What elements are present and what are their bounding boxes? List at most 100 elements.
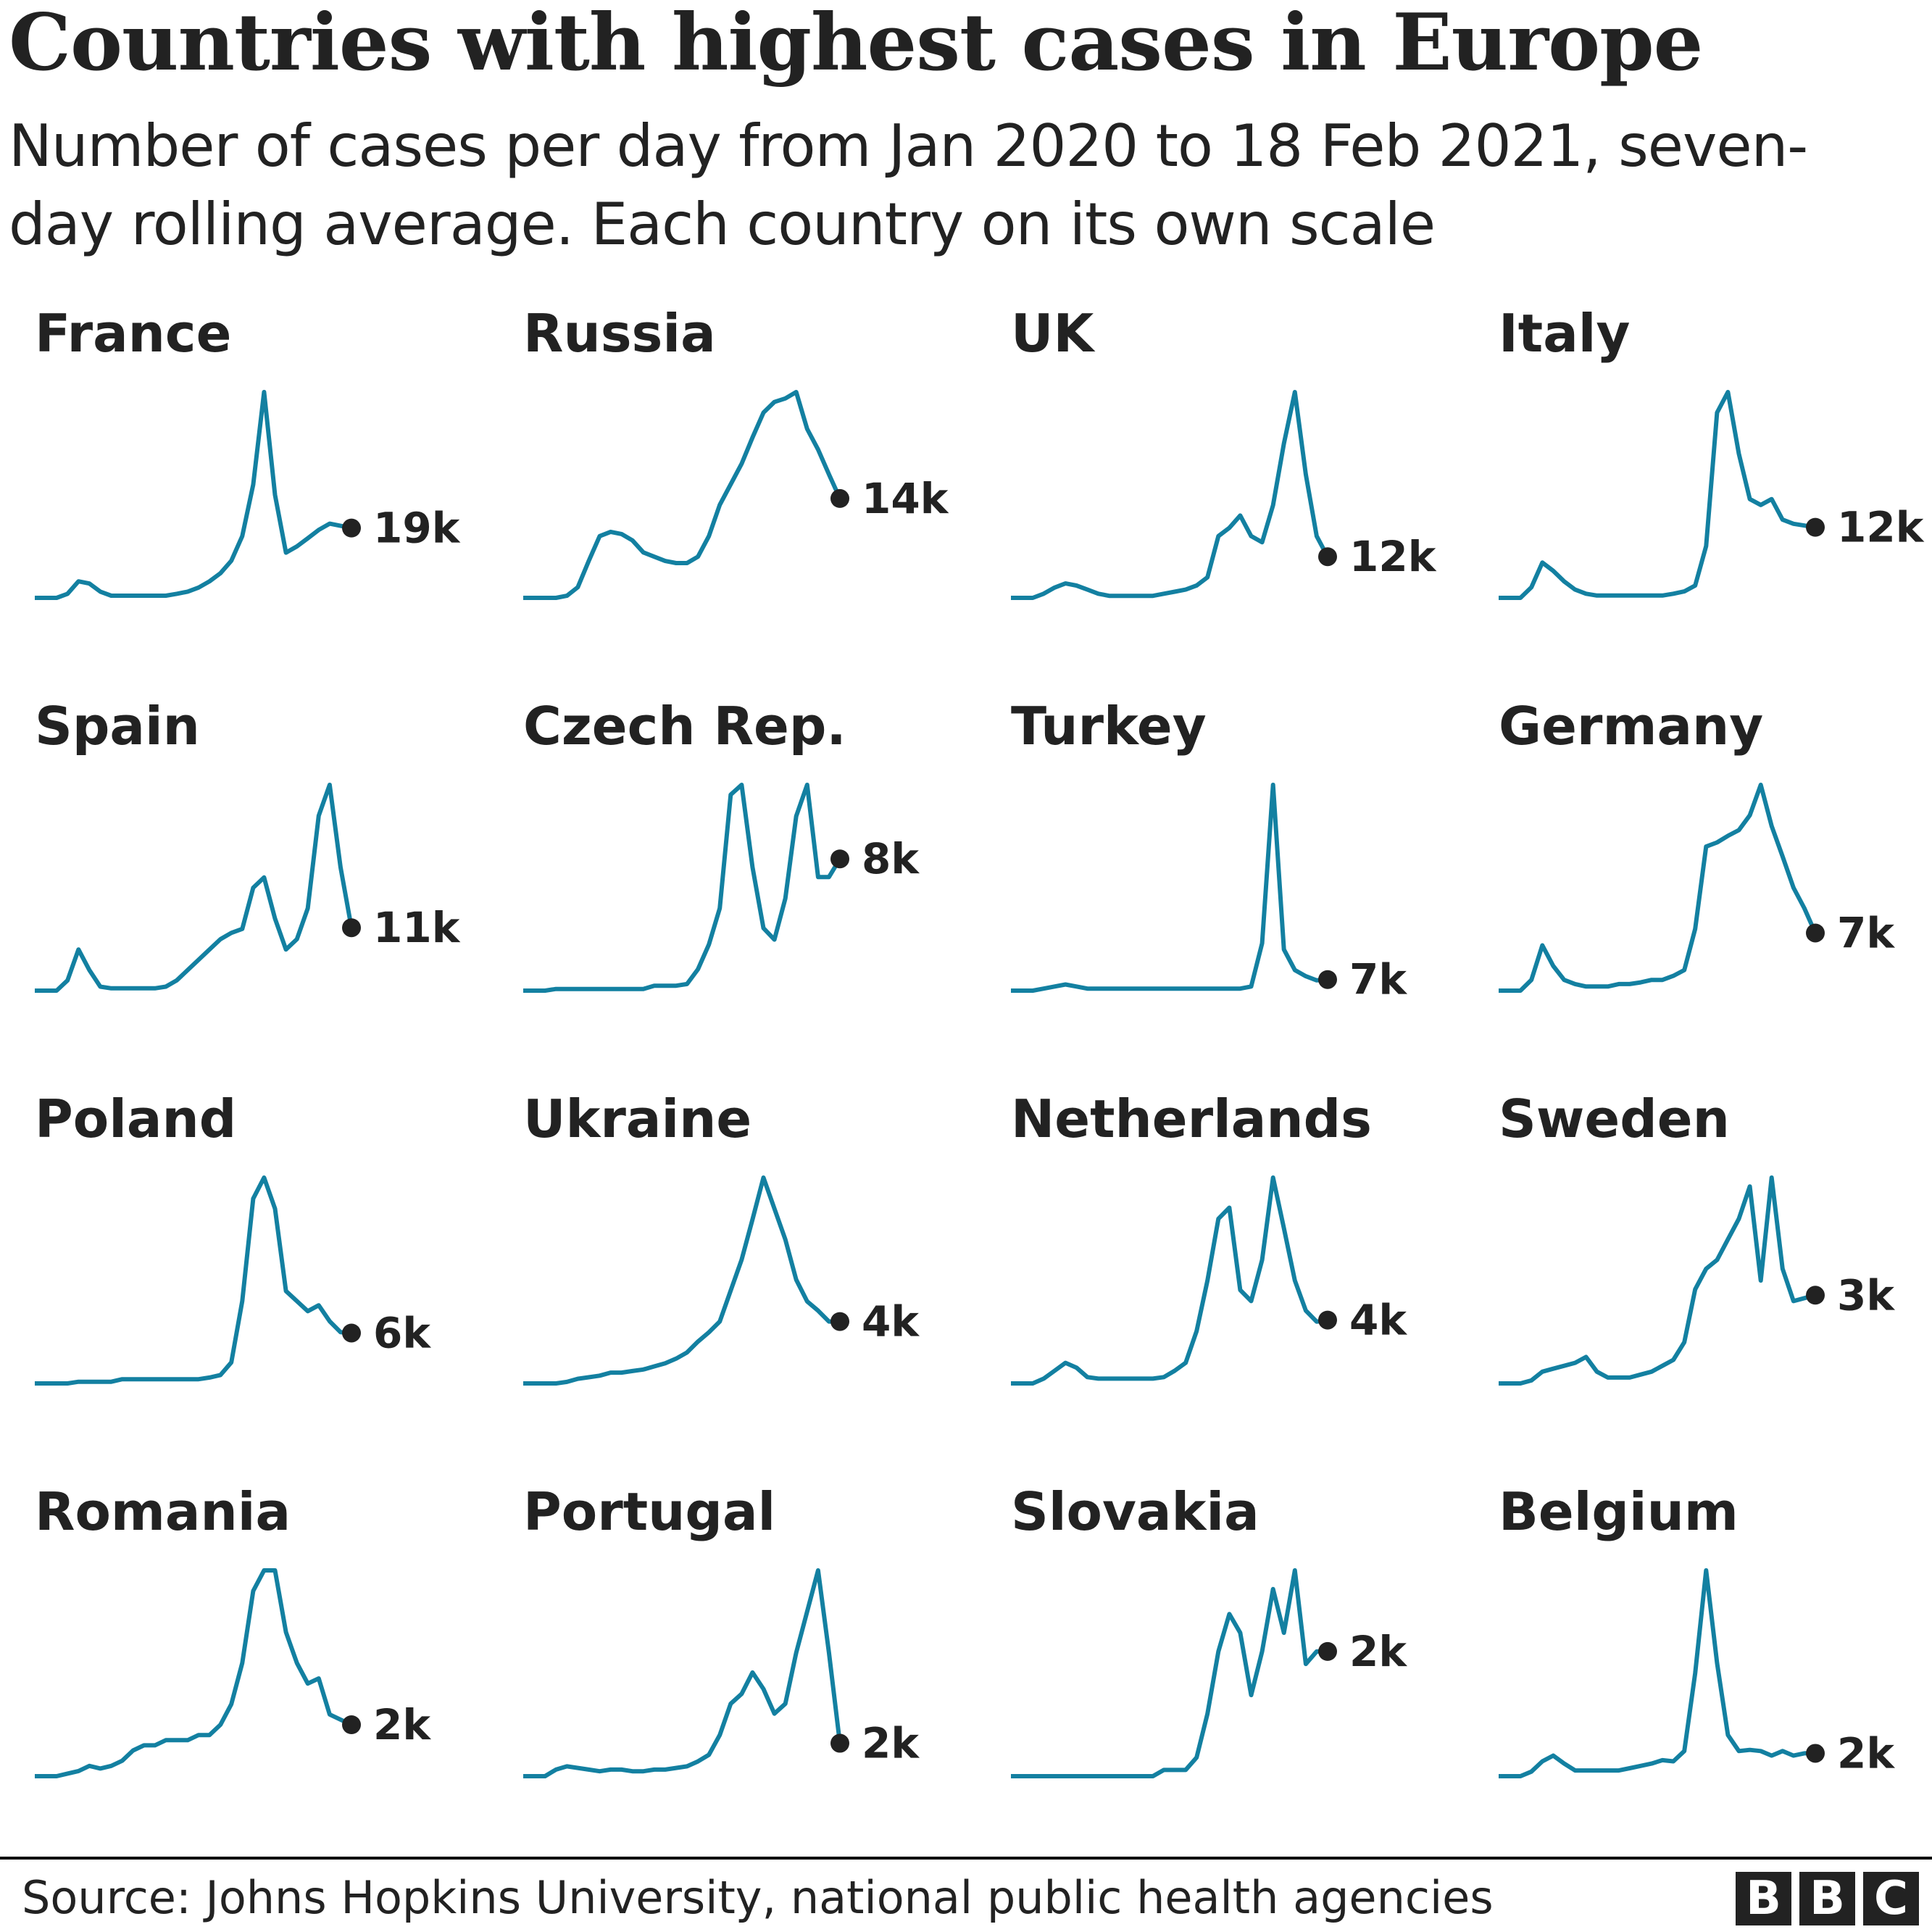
country-label: Portugal — [523, 1481, 776, 1542]
country-panel: UK 12k — [1011, 303, 1489, 694]
sparkline-chart: 6k — [35, 1175, 431, 1386]
country-label: Slovakia — [1011, 1481, 1259, 1542]
series-line — [35, 1175, 352, 1386]
latest-value-label: 6k — [373, 1308, 431, 1357]
country-panel: Czech Rep. 8k — [523, 696, 1002, 1087]
latest-value-dot — [830, 488, 849, 508]
series-line — [1499, 1568, 1815, 1778]
country-panel: Slovakia 2k — [1011, 1481, 1489, 1873]
country-panel: Turkey 7k — [1011, 696, 1489, 1087]
country-label: Spain — [35, 696, 200, 757]
series-line — [35, 1568, 353, 1778]
latest-value-label: 2k — [373, 1700, 431, 1749]
sparkline-chart: 3k — [1499, 1175, 1895, 1386]
latest-value-dot — [830, 849, 849, 869]
latest-value-label: 12k — [1837, 503, 1925, 552]
latest-value-label: 8k — [862, 834, 920, 883]
latest-value-dot — [1806, 517, 1825, 537]
country-panel: France 19k — [35, 303, 513, 694]
latest-value-dot — [830, 1312, 849, 1331]
series-line — [1499, 390, 1816, 600]
latest-value-label: 7k — [1349, 955, 1407, 1004]
sparkline-chart: 2k — [523, 1568, 920, 1778]
logo-letter: B — [1736, 1872, 1791, 1925]
country-panel: Spain 11k — [35, 696, 513, 1087]
latest-value-label: 4k — [862, 1297, 920, 1346]
country-label: France — [35, 303, 232, 364]
chart-subtitle: Number of cases per day from Jan 2020 to… — [9, 112, 1808, 258]
series-line — [1011, 1175, 1328, 1386]
country-label: Ukraine — [523, 1088, 752, 1149]
country-panel: Ukraine 4k — [523, 1088, 1002, 1480]
logo-letter: C — [1863, 1872, 1919, 1925]
latest-value-label: 14k — [862, 474, 949, 523]
latest-value-dot — [1318, 970, 1337, 989]
series-line — [35, 390, 352, 600]
country-label: Czech Rep. — [523, 696, 846, 757]
country-label: Russia — [523, 303, 716, 364]
latest-value-dot — [1318, 1641, 1337, 1661]
sparkline-chart: 12k — [1499, 390, 1925, 600]
series-line — [35, 783, 354, 993]
latest-value-label: 7k — [1837, 908, 1895, 957]
latest-value-label: 2k — [862, 1719, 920, 1768]
country-panel: Sweden 3k — [1499, 1088, 1932, 1480]
latest-value-dot — [1318, 1310, 1337, 1330]
country-panel: Netherlands 4k — [1011, 1088, 1489, 1480]
country-label: Poland — [35, 1088, 237, 1149]
sparkline-chart: 4k — [1011, 1175, 1407, 1386]
country-label: UK — [1011, 303, 1094, 364]
sparkline-chart: 4k — [523, 1175, 920, 1386]
latest-value-label: 12k — [1349, 532, 1437, 581]
country-panel: Romania 2k — [35, 1481, 513, 1873]
latest-value-label: 2k — [1349, 1627, 1407, 1676]
country-label: Germany — [1499, 696, 1764, 757]
sparkline-chart: 8k — [523, 783, 920, 993]
bbc-logo: B B C — [1736, 1872, 1919, 1925]
sparkline-chart: 11k — [35, 783, 461, 993]
series-line — [1011, 390, 1330, 600]
latest-value-dot — [830, 1733, 849, 1753]
series-line — [1011, 783, 1328, 993]
country-label: Sweden — [1499, 1088, 1730, 1149]
country-panel: Poland 6k — [35, 1088, 513, 1480]
country-panel: Belgium 2k — [1499, 1481, 1932, 1873]
country-label: Netherlands — [1011, 1088, 1373, 1149]
series-line — [523, 1568, 842, 1778]
sparkline-chart: 19k — [35, 390, 461, 600]
series-line — [1499, 1175, 1816, 1386]
latest-value-dot — [342, 518, 361, 538]
latest-value-dot — [342, 1323, 361, 1343]
series-line — [523, 783, 842, 993]
country-panel: Russia 14k — [523, 303, 1002, 694]
sparkline-chart: 2k — [35, 1568, 431, 1778]
source-note: Source: Johns Hopkins University, nation… — [22, 1871, 1494, 1924]
latest-value-label: 11k — [373, 903, 461, 952]
series-line — [523, 390, 842, 600]
footer-divider — [0, 1857, 1932, 1860]
sparkline-chart: 2k — [1011, 1568, 1407, 1778]
chart-title: Countries with highest cases in Europe — [9, 0, 1703, 88]
latest-value-label: 3k — [1837, 1270, 1895, 1320]
logo-letter: B — [1799, 1872, 1855, 1925]
latest-value-label: 19k — [373, 504, 461, 553]
series-line — [1011, 1568, 1328, 1778]
country-label: Turkey — [1011, 696, 1207, 757]
latest-value-dot — [1806, 923, 1825, 943]
sparkline-chart: 2k — [1499, 1568, 1895, 1778]
sparkline-chart: 7k — [1011, 783, 1407, 1004]
series-line — [1499, 783, 1818, 993]
country-label: Italy — [1499, 303, 1631, 364]
country-panel: Italy 12k — [1499, 303, 1932, 694]
latest-value-dot — [342, 1715, 361, 1734]
sparkline-chart: 7k — [1499, 783, 1895, 993]
latest-value-dot — [1318, 547, 1337, 567]
country-panel: Germany 7k — [1499, 696, 1932, 1087]
country-label: Romania — [35, 1481, 291, 1542]
latest-value-label: 2k — [1837, 1728, 1895, 1778]
sparkline-chart: 14k — [523, 390, 949, 600]
latest-value-dot — [1806, 1744, 1825, 1763]
series-line — [523, 1175, 840, 1386]
country-label: Belgium — [1499, 1481, 1739, 1542]
latest-value-dot — [342, 918, 361, 938]
